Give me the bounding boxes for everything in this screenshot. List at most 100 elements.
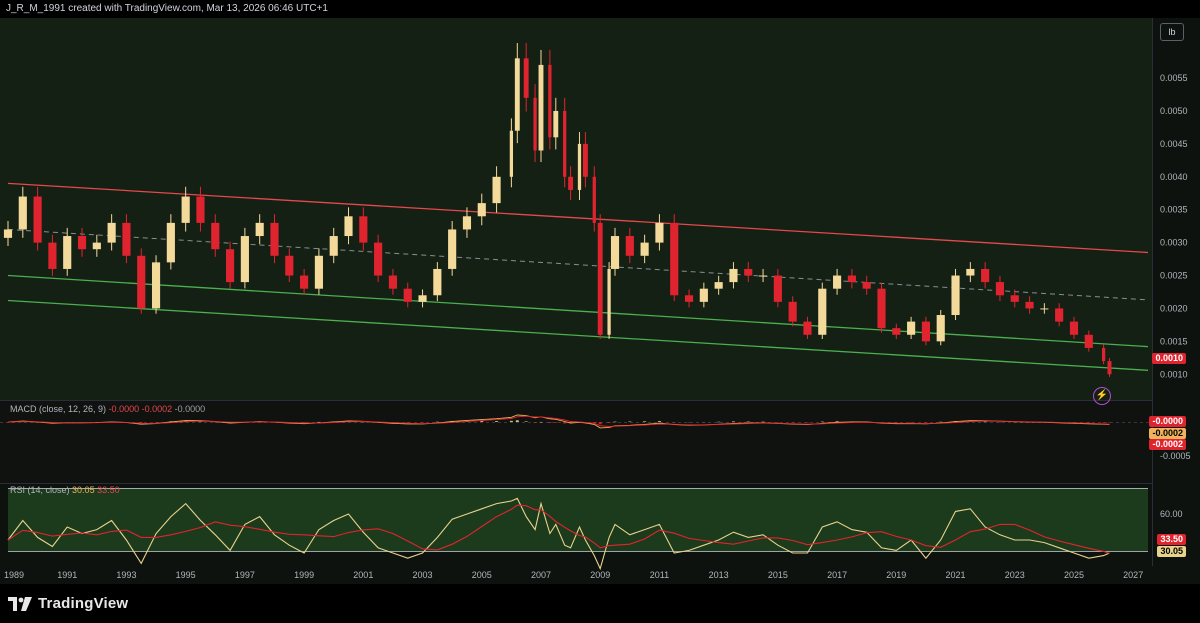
macd-histogram-bar xyxy=(894,422,898,423)
candle-body xyxy=(773,275,782,302)
candle-body xyxy=(607,268,611,335)
macd-histogram-bar xyxy=(1013,422,1017,423)
time-tick-label: 2021 xyxy=(946,570,966,580)
candle-body xyxy=(240,236,249,283)
candle-body xyxy=(137,255,146,309)
unit-badge[interactable]: lb xyxy=(1160,23,1184,41)
macd-histogram-bar xyxy=(80,422,84,423)
time-tick-label: 2001 xyxy=(353,570,373,580)
rsi-legend[interactable]: RSI (14, close) 30.05 33.50 xyxy=(10,485,120,495)
rsi-band xyxy=(8,488,1148,551)
candle-body xyxy=(523,58,529,98)
candle-body xyxy=(862,282,871,289)
macd-histogram-bar xyxy=(554,422,558,423)
macd-histogram-bar xyxy=(592,422,596,423)
candle-body xyxy=(892,328,901,335)
macd-value-1: -0.0000 xyxy=(108,404,140,414)
macd-histogram-bar xyxy=(702,422,706,423)
macd-histogram-bar xyxy=(6,422,10,423)
candle-body xyxy=(921,321,930,342)
macd-histogram-bar xyxy=(791,422,795,423)
candle-body xyxy=(226,249,235,283)
channel-bottom-line xyxy=(7,299,1149,371)
candle-body xyxy=(640,242,649,256)
macd-histogram-bar xyxy=(939,421,943,423)
macd-histogram-bar xyxy=(643,421,647,422)
candle-body xyxy=(936,315,945,342)
time-tick-label: 2007 xyxy=(531,570,551,580)
macd-histogram-bar xyxy=(805,422,809,423)
candle-body xyxy=(166,222,175,263)
macd-histogram-bar xyxy=(746,421,750,423)
macd-pane[interactable] xyxy=(0,401,1152,483)
candle-body xyxy=(1084,334,1093,348)
macd-pill-2: -0.0002 xyxy=(1149,428,1186,439)
candle-body xyxy=(803,321,812,335)
price-tick-label: 0.0035 xyxy=(1160,205,1188,215)
candle-body xyxy=(255,222,264,237)
macd-histogram-bar xyxy=(539,421,543,423)
candle-body xyxy=(568,176,574,190)
price-tick-label: 0.0045 xyxy=(1160,139,1188,149)
macd-histogram-bar xyxy=(909,422,913,423)
candle-body xyxy=(77,236,87,250)
candle-body xyxy=(1025,301,1034,309)
candle-body xyxy=(538,64,544,151)
time-tick-label: 1993 xyxy=(116,570,136,580)
candle-body xyxy=(477,203,486,217)
macd-histogram-bar xyxy=(406,422,410,423)
candle-body xyxy=(592,176,596,223)
candle-body xyxy=(833,275,842,289)
time-tick-label: 2027 xyxy=(1123,570,1143,580)
macd-histogram-bar xyxy=(820,421,824,423)
macd-histogram-bar xyxy=(1072,422,1076,423)
candle-body xyxy=(1040,308,1049,310)
candle-body xyxy=(563,110,567,177)
price-pane[interactable] xyxy=(0,18,1152,400)
candle-body xyxy=(610,236,620,269)
time-tick-label: 2019 xyxy=(886,570,906,580)
tradingview-logo-icon xyxy=(8,596,32,611)
candle-body xyxy=(403,288,412,302)
lightning-icon[interactable]: ⚡ xyxy=(1093,387,1111,405)
macd-signal-line xyxy=(7,415,1110,427)
macd-histogram-bar xyxy=(509,420,513,422)
tradingview-logo[interactable]: TradingView xyxy=(8,595,128,612)
candle-body xyxy=(329,236,338,256)
candle-body xyxy=(92,242,101,250)
candle-body xyxy=(788,301,797,322)
chart-area[interactable]: 0.0055 0.0050 0.0045 0.0040 0.0035 0.0030 0.00… xyxy=(0,18,1200,584)
macd-histogram-bar xyxy=(924,422,928,423)
macd-legend[interactable]: MACD (close, 12, 26, 9) -0.0000 -0.0002 … xyxy=(10,404,205,414)
macd-label: MACD (close, 12, 26, 9) xyxy=(10,404,107,414)
macd-histogram-bar xyxy=(361,421,365,423)
author-line: J_R_M_1991 created with TradingView.com,… xyxy=(6,3,328,14)
candle-body xyxy=(418,295,427,302)
candle-body xyxy=(655,222,664,243)
price-tick-label: 0.0025 xyxy=(1160,271,1188,281)
macd-histogram-bar xyxy=(628,421,632,423)
candle-body xyxy=(818,288,827,335)
footer-bar: TradingView xyxy=(0,584,1200,623)
candle-body xyxy=(433,268,442,296)
candle-body xyxy=(107,222,116,243)
candle-body xyxy=(344,216,353,237)
macd-value-3: -0.0000 xyxy=(174,404,206,414)
macd-pill-3: -0.0002 xyxy=(1149,439,1186,450)
macd-histogram-bar xyxy=(198,421,202,423)
candle-body xyxy=(548,64,552,138)
time-tick-label: 1991 xyxy=(57,570,77,580)
chart-svg[interactable]: 0.0055 0.0050 0.0045 0.0040 0.0035 0.0030 0.00… xyxy=(0,18,1200,584)
time-tick-label: 1999 xyxy=(294,570,314,580)
candle-body xyxy=(714,282,723,289)
candle-body xyxy=(577,143,582,190)
macd-histogram-bar xyxy=(548,422,552,423)
rsi-value-2: 33.50 xyxy=(97,485,120,495)
macd-histogram-bar xyxy=(598,422,602,425)
time-tick-label: 2017 xyxy=(827,570,847,580)
candle-body xyxy=(877,288,886,329)
macd-histogram-bar xyxy=(687,422,691,423)
macd-pill-1: -0.0000 xyxy=(1149,416,1186,427)
macd-histogram-bar xyxy=(717,421,721,423)
time-tick-label: 1997 xyxy=(235,570,255,580)
